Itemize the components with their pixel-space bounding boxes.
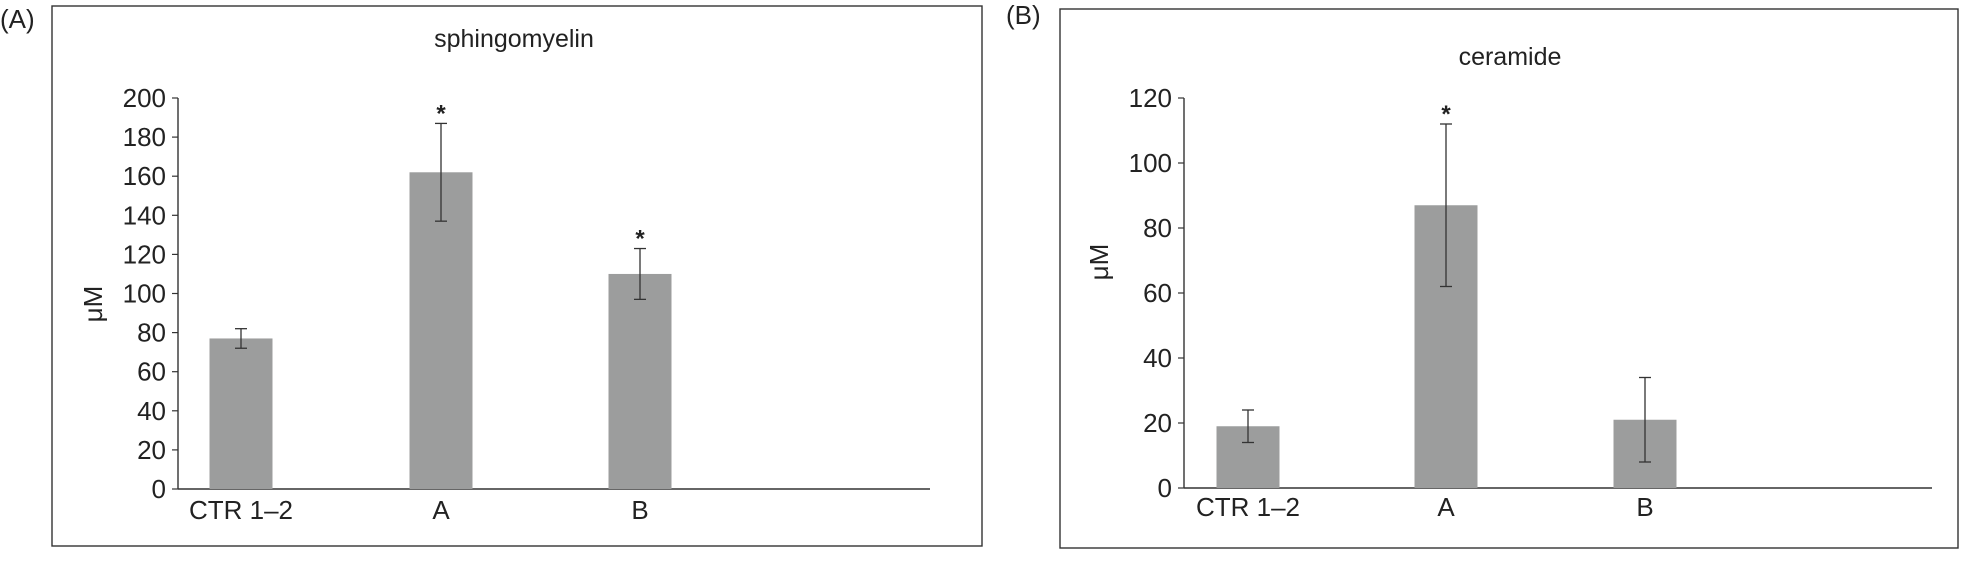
panel-b-y-axis-label: μM xyxy=(1084,244,1114,281)
panel-b-frame xyxy=(1059,8,1959,549)
significance-marker: * xyxy=(1441,101,1451,128)
panel-b-bars: CTR 1–2 * A B xyxy=(1196,101,1677,522)
y-tick-label: 140 xyxy=(123,200,166,230)
y-tick-label: 0 xyxy=(152,474,166,504)
category-label: CTR 1–2 xyxy=(189,495,293,525)
significance-marker: * xyxy=(635,226,645,253)
panel-a-label: (A) xyxy=(0,4,35,34)
panel-a: (A) sphingomyelin μM 0 20 40 60 80 100 120 140 1… xyxy=(0,4,983,547)
y-tick-label: 60 xyxy=(137,357,166,387)
y-tick-label: 40 xyxy=(137,396,166,426)
category-label: A xyxy=(432,495,450,525)
y-tick-label: 120 xyxy=(123,239,166,269)
y-tick-label: 100 xyxy=(1129,148,1172,178)
panel-a-bars: CTR 1–2 * A * B xyxy=(189,100,672,525)
y-tick-label: 40 xyxy=(1143,343,1172,373)
y-tick-label: 80 xyxy=(137,318,166,348)
panel-a-frame xyxy=(51,5,983,547)
bar-a xyxy=(409,172,473,490)
y-tick-label: 20 xyxy=(137,435,166,465)
panel-b-label: (B) xyxy=(1006,0,1041,30)
category-label: CTR 1–2 xyxy=(1196,492,1300,522)
y-tick-label: 200 xyxy=(123,83,166,113)
panel-b: (B) ceramide μM 0 20 40 60 80 100 120 CTR 1–2 *… xyxy=(1006,0,1959,549)
bar-b xyxy=(608,273,672,489)
category-label: A xyxy=(1437,492,1455,522)
category-label: B xyxy=(1636,492,1653,522)
y-tick-label: 180 xyxy=(123,122,166,152)
panel-a-title: sphingomyelin xyxy=(434,25,594,53)
panel-b-y-ticks: 0 20 40 60 80 100 120 xyxy=(1129,83,1184,503)
category-label: B xyxy=(631,495,648,525)
panel-a-y-ticks: 0 20 40 60 80 100 120 140 160 180 200 xyxy=(123,83,178,504)
y-tick-label: 120 xyxy=(1129,83,1172,113)
y-tick-label: 60 xyxy=(1143,278,1172,308)
panel-b-title: ceramide xyxy=(1459,43,1562,71)
y-tick-label: 100 xyxy=(123,279,166,309)
y-tick-label: 160 xyxy=(123,161,166,191)
y-tick-label: 0 xyxy=(1158,473,1172,503)
panel-a-y-axis-label: μM xyxy=(78,286,108,323)
significance-marker: * xyxy=(436,100,446,127)
y-tick-label: 80 xyxy=(1143,213,1172,243)
bar-ctr-1-2 xyxy=(209,338,273,489)
y-tick-label: 20 xyxy=(1143,408,1172,438)
